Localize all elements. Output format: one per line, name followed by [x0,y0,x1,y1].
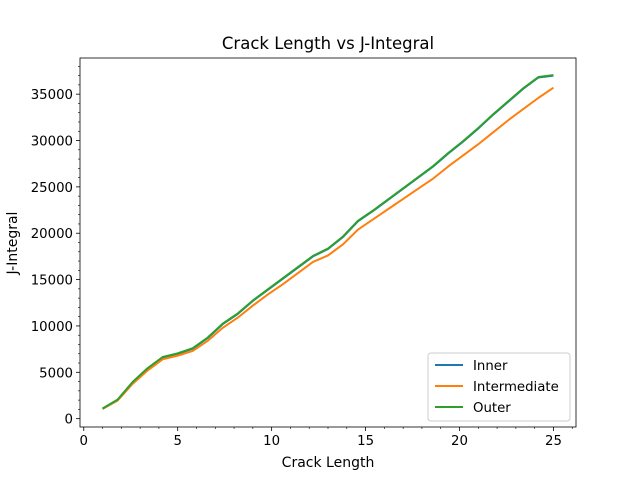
y-tick-label: 10000 [31,320,73,335]
y-tick-label: 5000 [39,366,73,381]
chart-title: Crack Length vs J-Integral [222,34,434,53]
x-tick-label: 15 [357,434,374,449]
y-tick-label: 0 [65,413,73,428]
legend-label-outer: Outer [473,401,511,416]
legend-label-intermediate: Intermediate [473,380,559,395]
series-line-outer [102,74,554,410]
y-tick-label: 15000 [31,274,73,289]
legend-label-inner: Inner [473,359,508,374]
x-tick-label: 20 [451,434,468,449]
y-axis-label: J-Integral [5,212,21,276]
x-tick-label: 5 [173,434,181,449]
x-axis-label: Crack Length [282,455,375,471]
x-tick-label: 25 [545,434,562,449]
x-tick-label: 0 [80,434,88,449]
x-tick-label: 10 [263,434,280,449]
plot-area: 0 5 10 15 20 25 0 5000 10000 15000 20000 25000 30000… [31,57,577,449]
y-tick-label: 30000 [31,135,73,150]
y-tick-label: 35000 [31,88,73,103]
y-tick-label: 20000 [31,227,73,242]
y-tick-label: 25000 [31,181,73,196]
series-line-intermediate [102,86,555,410]
legend: Inner Intermediate Outer [427,352,571,422]
plot-frame [79,57,577,428]
legend-box [427,352,571,422]
